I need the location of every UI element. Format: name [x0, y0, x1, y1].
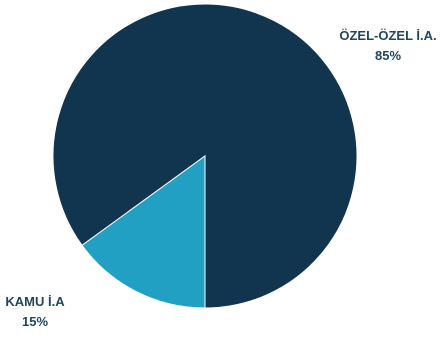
pie-slices: [52, 3, 358, 309]
pie-slice-kamu: [81, 155, 206, 309]
slice-label-ozel: ÖZEL-ÖZEL İ.A.: [339, 28, 436, 43]
slice-value-kamu: 15%: [22, 314, 48, 329]
slice-label-kamu: KAMU İ.A: [5, 294, 65, 309]
slice-value-ozel: 85%: [375, 48, 401, 63]
